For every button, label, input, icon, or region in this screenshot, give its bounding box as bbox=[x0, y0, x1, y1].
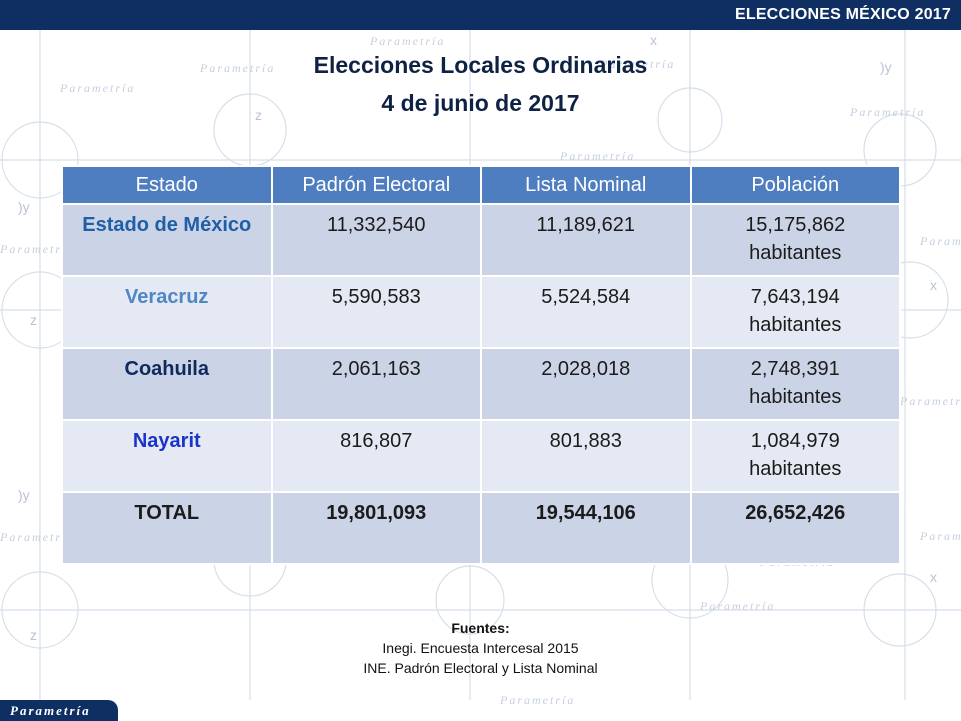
total-lista: 19,544,106 bbox=[480, 491, 692, 565]
cell-padron: 2,061,163 bbox=[270, 347, 482, 421]
svg-text:Parametría: Parametría bbox=[699, 599, 775, 613]
cell-lista: 5,524,584 bbox=[480, 275, 692, 349]
poblacion-value: 2,748,391 bbox=[750, 358, 840, 380]
cell-padron: 5,590,583 bbox=[270, 275, 482, 349]
svg-text:Parametría: Parametría bbox=[369, 34, 445, 48]
svg-text:z: z bbox=[30, 312, 37, 328]
slide-title: Elecciones Locales Ordinarias bbox=[313, 52, 648, 78]
cell-lista: 11,189,621 bbox=[480, 203, 692, 277]
election-data-table: Estado Padrón Electoral Lista Nominal Po… bbox=[61, 165, 901, 565]
total-row: TOTAL 19,801,093 19,544,106 26,652,426 bbox=[61, 491, 901, 565]
cell-estado: Nayarit bbox=[61, 419, 273, 493]
poblacion-unit: habitantes bbox=[749, 314, 842, 336]
source-line-inegi: Inegi. Encuesta Intercesal 2015 bbox=[382, 640, 579, 656]
cell-padron: 816,807 bbox=[270, 419, 482, 493]
cell-estado: Estado de México bbox=[61, 203, 273, 277]
svg-text:Parametría: Parametría bbox=[499, 693, 575, 707]
header-accent bbox=[481, 0, 961, 30]
svg-text:x: x bbox=[650, 32, 657, 48]
column-header-padron: Padrón Electoral bbox=[270, 165, 482, 205]
svg-text:x: x bbox=[930, 569, 937, 585]
svg-text:)y: )y bbox=[18, 487, 30, 503]
table-row: Veracruz 5,590,583 5,524,584 7,643,194 ha… bbox=[61, 275, 901, 349]
total-padron: 19,801,093 bbox=[270, 491, 482, 565]
svg-text:x: x bbox=[930, 277, 937, 293]
poblacion-unit: habitantes bbox=[749, 458, 842, 480]
cell-estado: Coahuila bbox=[61, 347, 273, 421]
slide-subtitle-date: 4 de junio de 2017 bbox=[381, 90, 580, 116]
cell-lista: 2,028,018 bbox=[480, 347, 692, 421]
cell-estado: Veracruz bbox=[61, 275, 273, 349]
poblacion-value: 15,175,862 bbox=[745, 214, 846, 236]
logo-bar bbox=[0, 700, 118, 721]
poblacion-value: 7,643,194 bbox=[750, 286, 840, 308]
poblacion-unit: habitantes bbox=[749, 386, 842, 408]
total-poblacion: 26,652,426 bbox=[689, 491, 901, 565]
svg-text:Parametría: Parametría bbox=[919, 529, 961, 543]
table-row: Estado de México 11,332,540 11,189,621 1… bbox=[61, 203, 901, 277]
column-header-poblacion: Población bbox=[689, 165, 901, 205]
poblacion-unit: habitantes bbox=[749, 242, 842, 264]
column-header-estado: Estado bbox=[61, 165, 273, 205]
table-row: Coahuila 2,061,163 2,028,018 2,748,391 ha… bbox=[61, 347, 901, 421]
cell-poblacion: 15,175,862 habitantes bbox=[689, 203, 901, 277]
cell-lista: 801,883 bbox=[480, 419, 692, 493]
poblacion-value: 1,084,979 bbox=[750, 430, 840, 452]
column-header-lista: Lista Nominal bbox=[480, 165, 692, 205]
svg-text:Parametría: Parametría bbox=[899, 394, 961, 408]
table-header-row: Estado Padrón Electoral Lista Nominal Po… bbox=[61, 165, 901, 205]
cell-poblacion: 2,748,391 habitantes bbox=[689, 347, 901, 421]
source-line-ine: INE. Padrón Electoral y Lista Nominal bbox=[363, 660, 598, 676]
cell-padron: 11,332,540 bbox=[270, 203, 482, 277]
cell-poblacion: 7,643,194 habitantes bbox=[689, 275, 901, 349]
parametria-logo: Parametría bbox=[10, 703, 91, 718]
total-label: TOTAL bbox=[61, 491, 273, 565]
cell-poblacion: 1,084,979 habitantes bbox=[689, 419, 901, 493]
svg-text:Parametría: Parametría bbox=[559, 149, 635, 163]
sources-block: Fuentes: Inegi. Encuesta Intercesal 2015… bbox=[0, 618, 961, 678]
header-title: ELECCIONES MÉXICO 2017 bbox=[734, 6, 951, 23]
svg-text:Parametría: Parametría bbox=[919, 234, 961, 248]
table-row: Nayarit 816,807 801,883 1,084,979 habitan… bbox=[61, 419, 901, 493]
sources-heading: Fuentes: bbox=[451, 620, 510, 636]
svg-text:)y: )y bbox=[18, 199, 30, 215]
